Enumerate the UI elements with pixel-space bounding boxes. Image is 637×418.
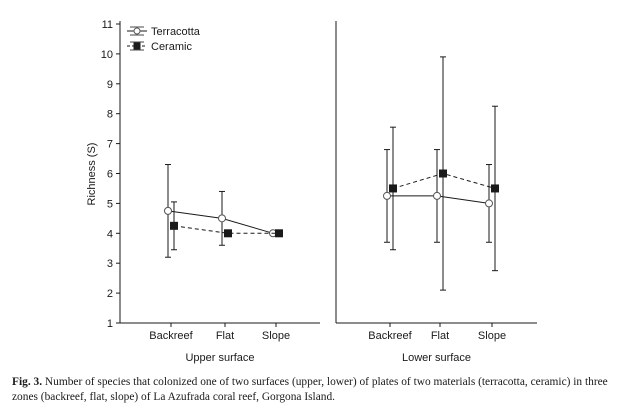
x-tick-label: Backreef xyxy=(368,330,412,342)
legend-label-ceramic: Ceramic xyxy=(151,41,192,53)
y-tick-label: 7 xyxy=(107,139,113,151)
legend-ceramic-marker xyxy=(133,42,141,50)
x-tick-label: Backreef xyxy=(149,330,193,342)
ceramic-point xyxy=(170,221,178,230)
ceramic-point xyxy=(491,184,499,193)
terracotta-point xyxy=(383,191,391,200)
series-line-terracotta xyxy=(167,210,274,234)
ceramic-point xyxy=(275,229,283,238)
y-tick-label: 11 xyxy=(102,19,113,31)
terracotta-point xyxy=(433,191,441,200)
x-tick-label: Flat xyxy=(216,330,234,342)
y-axis-label: Richness (S) xyxy=(86,143,98,206)
legend-terracotta-marker xyxy=(133,27,141,35)
x-tick-label: Slope xyxy=(478,330,506,342)
x-tick-label: Flat xyxy=(431,330,449,342)
legend-label-terracotta: Terracotta xyxy=(151,26,201,38)
ceramic-point xyxy=(224,229,232,238)
y-tick-label: 8 xyxy=(107,109,113,121)
y-tick-label: 4 xyxy=(107,228,113,240)
y-tick-label: 5 xyxy=(107,198,113,210)
terracotta-point xyxy=(218,214,226,223)
figure-caption: Fig. 3. Number of species that colonized… xyxy=(12,375,624,405)
x-axis-label-2: Lower surface xyxy=(402,352,471,364)
terracotta-point xyxy=(485,199,493,208)
y-tick-label: 2 xyxy=(107,288,113,300)
caption-label: Fig. 3. xyxy=(12,376,43,388)
y-tick-label: 6 xyxy=(107,169,113,181)
y-tick-label: 3 xyxy=(107,258,113,270)
y-tick-label: 1 xyxy=(107,318,113,330)
ceramic-point xyxy=(389,184,397,193)
x-tick-label: Slope xyxy=(262,330,290,342)
caption-text: Number of species that colonized one of … xyxy=(12,376,608,403)
x-axis-label-1: Upper surface xyxy=(185,352,254,364)
y-tick-label: 9 xyxy=(107,79,113,91)
terracotta-point xyxy=(164,206,172,215)
ceramic-point xyxy=(439,169,447,178)
y-tick-label: 10 xyxy=(101,49,113,61)
